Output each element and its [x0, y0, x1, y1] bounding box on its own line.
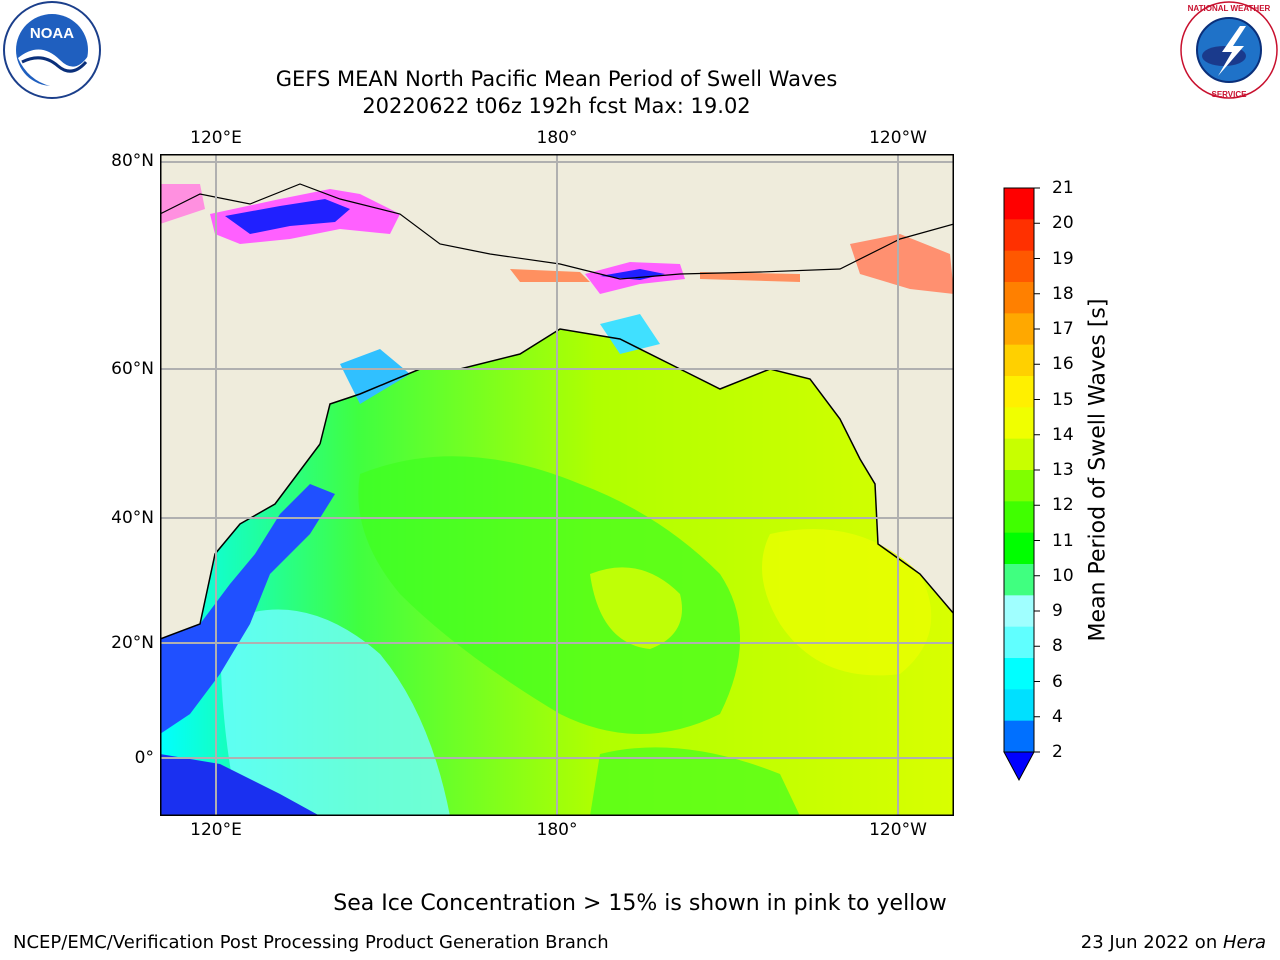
colorbar-tick-label: 9: [1052, 601, 1063, 621]
colorbar-band: [1004, 344, 1034, 377]
colorbar-band: [1004, 376, 1034, 408]
colorbar-band: [1004, 470, 1034, 502]
colorbar-band: [1004, 658, 1034, 690]
colorbar-tick-label: 18: [1052, 283, 1074, 304]
colorbar-band: [1004, 501, 1034, 534]
ocean-region: [340, 349, 410, 404]
colorbar-band: [1004, 720, 1034, 753]
lat-label: 40°N: [111, 508, 154, 528]
colorbar-band: [1004, 595, 1034, 628]
colorbar-label: Mean Period of Swell Waves [s]: [1085, 298, 1111, 642]
svg-text:NOAA: NOAA: [30, 25, 74, 42]
lat-label: 0°: [134, 748, 154, 768]
colorbar-tick-label: 20: [1052, 213, 1074, 234]
colorbar-tick-label: 12: [1052, 495, 1074, 516]
colorbar-tick-label: 13: [1052, 460, 1074, 480]
colorbar-band: [1004, 313, 1034, 346]
colorbar: [996, 184, 1044, 788]
sea-ice: [600, 269, 665, 280]
colorbar-band: [1004, 188, 1034, 220]
colorbar-tick-label: 19: [1052, 248, 1074, 269]
lat-label: 80°N: [111, 151, 154, 171]
colorbar-tick-label: 15: [1052, 389, 1074, 410]
lon-label-bottom: 180°: [536, 820, 578, 840]
coastline: [319, 328, 955, 615]
lat-label: 60°N: [111, 359, 154, 379]
lon-label-top: 120°W: [869, 128, 927, 148]
sea-ice: [850, 234, 954, 294]
sea-ice: [160, 184, 205, 224]
colorbar-tick-label: 17: [1052, 319, 1074, 339]
map-frame: [159, 154, 955, 816]
ocean-region: [762, 529, 932, 676]
graticule: [160, 154, 954, 816]
colorbar-tick-label: 16: [1052, 354, 1074, 375]
footer-date-text: 23 Jun 2022 on: [1080, 932, 1223, 953]
colorbar-band: [1004, 564, 1034, 596]
nws-logo: NATIONAL WEATHER SERVICE: [1178, 0, 1280, 102]
colorbar-band: [1004, 250, 1034, 283]
colorbar-ticks: 21 20 19 18 17 16 15 14 13 12 11 10 9 8 6 4 2: [1052, 178, 1102, 780]
colorbar-tick-label: 4: [1052, 706, 1063, 727]
chart-subtitle: 20220622 t06z 192h fcst Max: 19.02: [362, 94, 751, 118]
sea-ice: [510, 269, 590, 282]
sea-ice: [700, 272, 800, 282]
coastline: [159, 183, 955, 280]
ocean-region: [160, 754, 320, 816]
colorbar-extend-triangle: [1003, 751, 1035, 782]
lon-label-bottom: 120°W: [869, 820, 927, 840]
colorbar-tick-label: 8: [1052, 636, 1063, 657]
svg-text:NATIONAL WEATHER: NATIONAL WEATHER: [1188, 4, 1271, 13]
noaa-logo: NOAA: [0, 0, 104, 104]
colorbar-band: [1004, 219, 1034, 252]
footer-date: 23 Jun 2022 on Hera: [1081, 932, 1266, 954]
ocean-region: [160, 484, 335, 734]
footer-host: Hera: [1222, 932, 1266, 953]
ocean-region: [590, 567, 682, 649]
colorbar-band: [1004, 626, 1034, 659]
colorbar-tick-label: 21: [1052, 178, 1074, 198]
colorbar-band: [1004, 532, 1034, 565]
colorbar-tick-label: 6: [1052, 671, 1063, 692]
coastline: [159, 443, 321, 640]
svg-text:SERVICE: SERVICE: [1212, 90, 1248, 99]
sea-ice-note: Sea Ice Concentration > 15% is shown in …: [333, 891, 947, 916]
colorbar-band: [1004, 438, 1034, 471]
colorbar-tick-label: 2: [1052, 742, 1063, 762]
swell-period-map: [159, 154, 955, 816]
colorbar-band: [1004, 689, 1034, 722]
lon-label-bottom: 120°E: [190, 820, 242, 840]
sea-ice: [225, 199, 350, 234]
ocean-region: [590, 747, 800, 816]
lon-label-top: 180°: [536, 128, 578, 148]
footer-credit: NCEP/EMC/Verification Post Processing Pr…: [13, 932, 609, 953]
ocean-region: [220, 609, 450, 816]
ocean-region: [358, 456, 740, 734]
lon-label-top: 120°E: [190, 128, 242, 148]
colorbar-tick-label: 10: [1052, 565, 1074, 586]
ocean-region: [600, 314, 660, 354]
chart-title: GEFS MEAN North Pacific Mean Period of S…: [275, 67, 838, 91]
lat-label: 20°N: [111, 633, 154, 653]
colorbar-band: [1004, 282, 1034, 314]
colorbar-tick-label: 14: [1052, 424, 1074, 445]
colorbar-band: [1004, 407, 1034, 440]
colorbar-tick-label: 11: [1052, 530, 1074, 551]
